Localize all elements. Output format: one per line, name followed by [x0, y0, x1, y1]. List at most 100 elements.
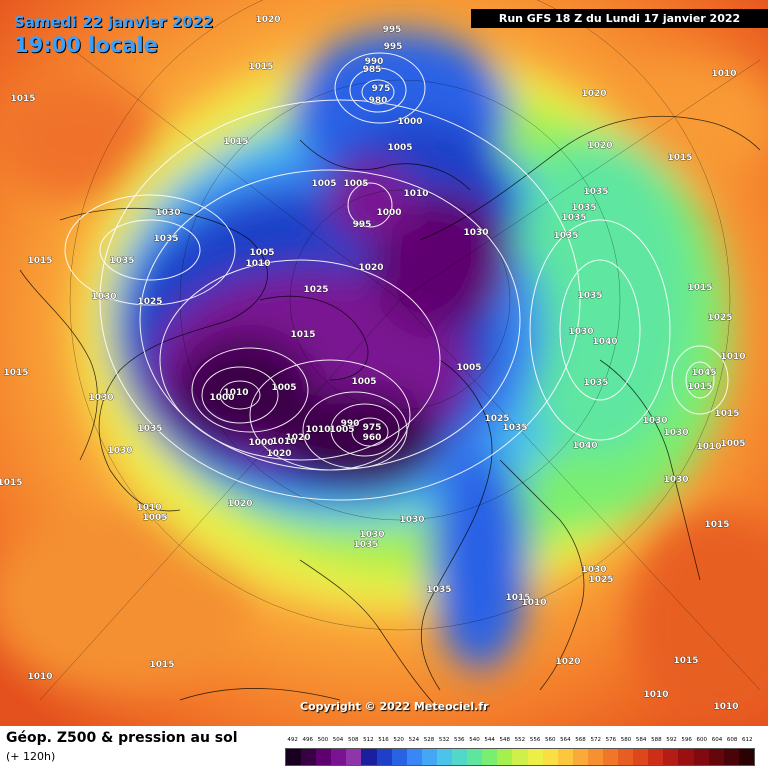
legend-label: 568: [575, 737, 586, 743]
legend-swatch: [421, 749, 437, 765]
legend-swatch: [708, 749, 724, 765]
legend-bar: [285, 748, 755, 766]
isobar-label: 1035: [502, 423, 527, 433]
legend-swatch: [557, 749, 573, 765]
isobar-label: 1015: [10, 94, 35, 104]
isobar-label: 1010: [713, 702, 738, 712]
legend-label: 584: [635, 737, 647, 743]
isobars: [64, 52, 729, 501]
legend-swatch: [406, 749, 422, 765]
legend-swatch: [331, 749, 347, 765]
isobar-label: 1035: [583, 378, 608, 388]
legend-label: 524: [408, 737, 420, 743]
legend-swatch: [542, 749, 558, 765]
isobar-label: 1015: [673, 656, 698, 666]
legend-label: 540: [469, 737, 480, 743]
legend-swatch: [723, 749, 739, 765]
isobar-label: 1030: [359, 530, 384, 540]
isobar-label: 1015: [223, 137, 248, 147]
isobar-label: 1010: [643, 690, 668, 700]
legend-swatch: [376, 749, 392, 765]
legend-label: 504: [332, 737, 344, 743]
legend-swatch: [663, 749, 679, 765]
isobar-label: 1035: [109, 256, 134, 266]
isobar-label: 1035: [353, 540, 378, 550]
isobar-label: 1010: [711, 69, 736, 79]
legend-label: 536: [454, 737, 465, 743]
isobar-label: 1015: [0, 478, 23, 488]
isobar-label: 1015: [3, 368, 28, 378]
map-title: Géop. Z500 & pression au sol: [6, 730, 238, 746]
model-run-label: Run GFS 18 Z du Lundi 17 janvier 2022: [471, 9, 768, 28]
legend-swatch: [482, 749, 498, 765]
color-scale-legend: 492 496 500 504 508 512 516 520 524 528 532 536 540 5…: [285, 735, 755, 767]
geopotential-field: [0, 30, 768, 726]
legend-label: 544: [484, 737, 495, 743]
legend-label: 580: [620, 737, 632, 743]
legend-swatch: [361, 749, 377, 765]
isobar-label: 1025: [588, 575, 613, 585]
isobar-label: 1000: [248, 438, 273, 448]
isobar-label: 1000: [209, 393, 234, 403]
legend-label: 516: [378, 737, 389, 743]
isobar-label: 1010: [27, 672, 52, 682]
legend-label: 492: [287, 737, 298, 743]
isobar-label: 1005: [720, 439, 745, 449]
isobar-label: 1010: [271, 437, 296, 447]
isobar-label: 1040: [572, 441, 597, 451]
isobar-label: 1000: [376, 208, 401, 218]
isobar-label: 1025: [707, 313, 732, 323]
legend-label: 556: [529, 737, 541, 743]
legend-label: 552: [514, 737, 526, 743]
legend-swatch: [527, 749, 543, 765]
isobar-label: 1030: [663, 475, 688, 485]
legend-labels: 492 496 500 504 508 512 516 520 524 528 532 536 540 5…: [285, 735, 755, 745]
legend-swatch: [633, 749, 649, 765]
legend-label: 592: [666, 737, 677, 743]
legend-swatch: [587, 749, 603, 765]
isobar-label: 1000: [397, 117, 422, 127]
legend-swatch: [467, 749, 483, 765]
legend-label: 604: [711, 737, 723, 743]
isobar-label: 1020: [555, 657, 580, 667]
legend-swatch: [678, 749, 694, 765]
legend-swatch: [346, 749, 362, 765]
legend-swatch: [452, 749, 468, 765]
isobar-label: 1035: [426, 585, 451, 595]
isobar-label: 1005: [249, 248, 274, 258]
isobar-label: 995: [353, 220, 372, 230]
legend-label: 612: [742, 737, 753, 743]
legend-swatch: [572, 749, 588, 765]
isobar-label: 1030: [107, 446, 132, 456]
isobar-label: 1010: [305, 425, 330, 435]
isobar-label: 1015: [704, 520, 729, 530]
isobar-label: 995: [383, 25, 402, 35]
isobar-label: 1020: [587, 141, 612, 151]
isobar-label: 1030: [663, 428, 688, 438]
legend-label: 548: [499, 737, 511, 743]
isobar-label: 1005: [271, 383, 296, 393]
isobar-label: 1005: [456, 363, 481, 373]
isobar-label: 1030: [463, 228, 488, 238]
isobar-label: 1015: [248, 62, 273, 72]
isobar-label: 1045: [691, 368, 716, 378]
isobar-label: 1020: [358, 263, 383, 273]
isobar-label: 1025: [303, 285, 328, 295]
legend-swatch: [391, 749, 407, 765]
legend-label: 560: [544, 737, 556, 743]
legend-swatch: [693, 749, 709, 765]
legend-label: 520: [393, 737, 404, 743]
isobar-label: 1015: [667, 153, 692, 163]
isobar-label: 1005: [329, 425, 354, 435]
legend-swatch: [316, 749, 332, 765]
legend-label: 500: [317, 737, 329, 743]
isobar-label: 1030: [88, 393, 113, 403]
legend-label: 596: [681, 737, 692, 743]
isobar-label: 1015: [687, 382, 712, 392]
isobar-label: 1020: [285, 433, 310, 443]
legend-label: 508: [347, 737, 359, 743]
legend-swatch: [301, 749, 317, 765]
isobar-label: 1015: [27, 256, 52, 266]
